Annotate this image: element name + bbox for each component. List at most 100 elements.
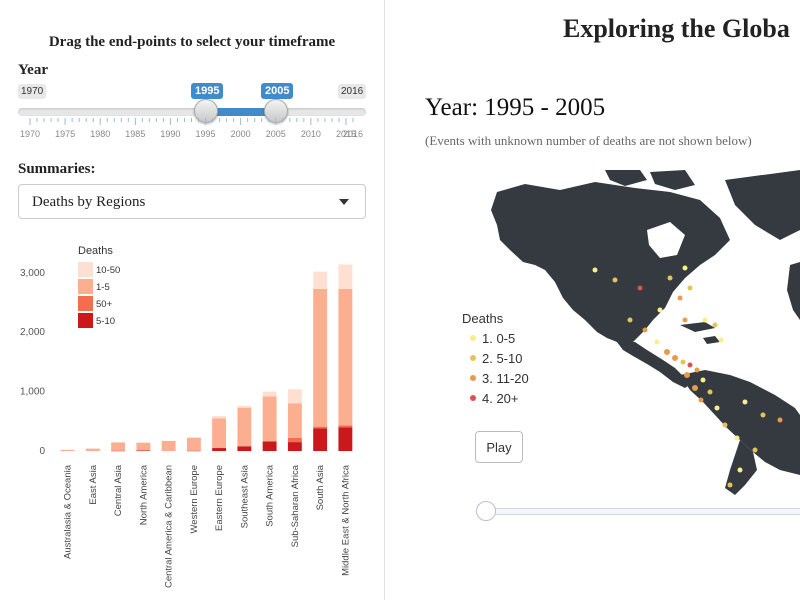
sidebar-title: Drag the end-points to select your timef… — [48, 34, 336, 50]
legend-dot-icon — [470, 375, 476, 381]
bar-segment[interactable] — [237, 446, 252, 451]
south-america-shape — [680, 370, 800, 475]
slider-tick-label: 1975 — [55, 129, 75, 139]
bar-segment[interactable] — [313, 271, 328, 289]
bar-segment[interactable] — [338, 425, 353, 428]
bar-segment[interactable] — [186, 437, 201, 451]
map-legend-item[interactable]: 3. 11-20 — [470, 371, 529, 386]
x-tick-label: Southeast Asia — [239, 464, 250, 528]
chart-legend-label: 1-5 — [96, 282, 110, 293]
event-dots — [592, 265, 783, 488]
x-tick-label: South Asia — [315, 464, 326, 510]
chart-legend-label: 5-10 — [96, 316, 115, 327]
legend-dot-icon — [470, 395, 476, 401]
y-tick-label: 2,000 — [20, 327, 45, 338]
map-legend-label: 1. 0-5 — [482, 331, 516, 346]
bar-segment[interactable] — [338, 427, 353, 451]
chart-legend-title: Deaths — [78, 245, 113, 257]
bar-segment[interactable] — [136, 442, 151, 451]
bar-segment[interactable] — [136, 450, 151, 451]
chart-legend-label: 10-50 — [96, 265, 120, 276]
slider-tick-label: 1985 — [125, 129, 145, 139]
world-map[interactable] — [385, 170, 800, 500]
legend-dot-icon — [470, 335, 476, 341]
bar-segment[interactable] — [237, 407, 252, 447]
slider-tick-label: 1990 — [160, 129, 180, 139]
sidebar-panel: Drag the end-points to select your timef… — [0, 0, 384, 600]
bar-segment[interactable] — [85, 448, 100, 451]
greenland-shape — [725, 170, 800, 240]
slider-tick-label: 2015 — [336, 129, 356, 139]
bar-segment[interactable] — [313, 288, 328, 427]
bar-segment[interactable] — [287, 389, 302, 404]
bar-segment[interactable] — [262, 391, 277, 397]
chart-legend-swatch[interactable] — [78, 262, 93, 277]
y-tick-label: 3,000 — [20, 268, 45, 279]
bar-segment[interactable] — [212, 448, 227, 451]
map-legend-label: 3. 11-20 — [482, 371, 529, 386]
bar-segment[interactable] — [338, 264, 353, 289]
bar-segment[interactable] — [262, 441, 277, 451]
x-tick-label: Australasia & Oceania — [63, 464, 74, 559]
slider-tick-label: 1995 — [196, 129, 216, 139]
slider-to-label: 2005 — [261, 83, 294, 104]
year-range-selection[interactable] — [205, 108, 275, 116]
slider-tick-label: 2005 — [266, 129, 286, 139]
slider-ticks: 1970 1975 1980 1985 1990 1995 2000 2005 2010 2015… — [20, 118, 363, 139]
bar-segment[interactable] — [338, 288, 353, 426]
bar-segment[interactable] — [313, 426, 328, 429]
central-america-shape — [617, 342, 693, 388]
page-title: Exploring the Globa — [563, 14, 790, 43]
bar-segment[interactable] — [237, 405, 252, 408]
deaths-by-region-chart: 0 1,000 2,000 3,000 Australasia & Oceania Eas… — [20, 245, 353, 588]
x-tick-label: Middle East & North Africa — [340, 464, 351, 576]
slider-from-label: 1995 — [191, 83, 224, 104]
slider-tick-label: 1970 — [20, 129, 40, 139]
chart-legend-swatch[interactable] — [78, 313, 93, 328]
map-legend-item[interactable]: 1. 0-5 — [470, 331, 516, 346]
animation-slider-track[interactable] — [481, 508, 800, 515]
x-tick-label: Central Asia — [113, 464, 124, 516]
map-legend-label: 2. 5-10 — [482, 351, 523, 366]
x-tick-label: Sub-Saharan Africa — [290, 464, 301, 547]
y-tick-label: 0 — [39, 446, 45, 457]
bar-segment[interactable] — [111, 442, 126, 451]
y-tick-label: 1,000 — [20, 387, 45, 398]
legend-dot-icon — [470, 355, 476, 361]
x-tick-label: East Asia — [88, 464, 99, 504]
bar-segment[interactable] — [313, 428, 328, 451]
chart-legend-label: 50+ — [96, 299, 113, 310]
map-legend-item[interactable]: 2. 5-10 — [470, 351, 523, 366]
bar-segment[interactable] — [262, 396, 277, 442]
summary-select[interactable]: Deaths by Regions — [18, 184, 366, 219]
chart-legend-swatch[interactable] — [78, 296, 93, 311]
slider-tick-label: 1980 — [90, 129, 110, 139]
year-range-title: Year: 1995 - 2005 — [425, 94, 606, 121]
x-tick-label: Western Europe — [189, 465, 200, 533]
slider-tick-label: 2010 — [301, 129, 321, 139]
year-label: Year — [18, 62, 48, 78]
bar-segment[interactable] — [287, 403, 302, 438]
animation-slider-handle[interactable] — [476, 501, 496, 521]
main-panel: Exploring the Globa Year: 1995 - 2005 (E… — [385, 0, 800, 600]
bar-segment[interactable] — [60, 449, 75, 451]
bar-segment[interactable] — [287, 442, 302, 451]
bar-segment[interactable] — [186, 450, 201, 452]
map-legend-title: Deaths — [462, 311, 504, 326]
x-tick-label: Eastern Europe — [214, 465, 225, 531]
slider-tick-label: 2000 — [231, 129, 251, 139]
north-america-shape — [491, 182, 730, 348]
play-button[interactable]: Play — [475, 431, 523, 463]
panel-divider — [384, 0, 385, 600]
bar-segment[interactable] — [111, 450, 126, 452]
x-tick-label: Central America & Caribbean — [164, 465, 175, 588]
bar-segment[interactable] — [161, 440, 176, 451]
bar-segment[interactable] — [212, 418, 227, 449]
year-range-track[interactable] — [18, 108, 366, 116]
chart-legend-swatch[interactable] — [78, 279, 93, 294]
map-legend-item[interactable]: 4. 20+ — [470, 391, 519, 406]
note-text: (Events with unknown number of deaths ar… — [425, 133, 752, 148]
bar-segment[interactable] — [212, 415, 227, 419]
bar-segment[interactable] — [287, 437, 302, 443]
chevron-down-icon — [339, 199, 349, 205]
